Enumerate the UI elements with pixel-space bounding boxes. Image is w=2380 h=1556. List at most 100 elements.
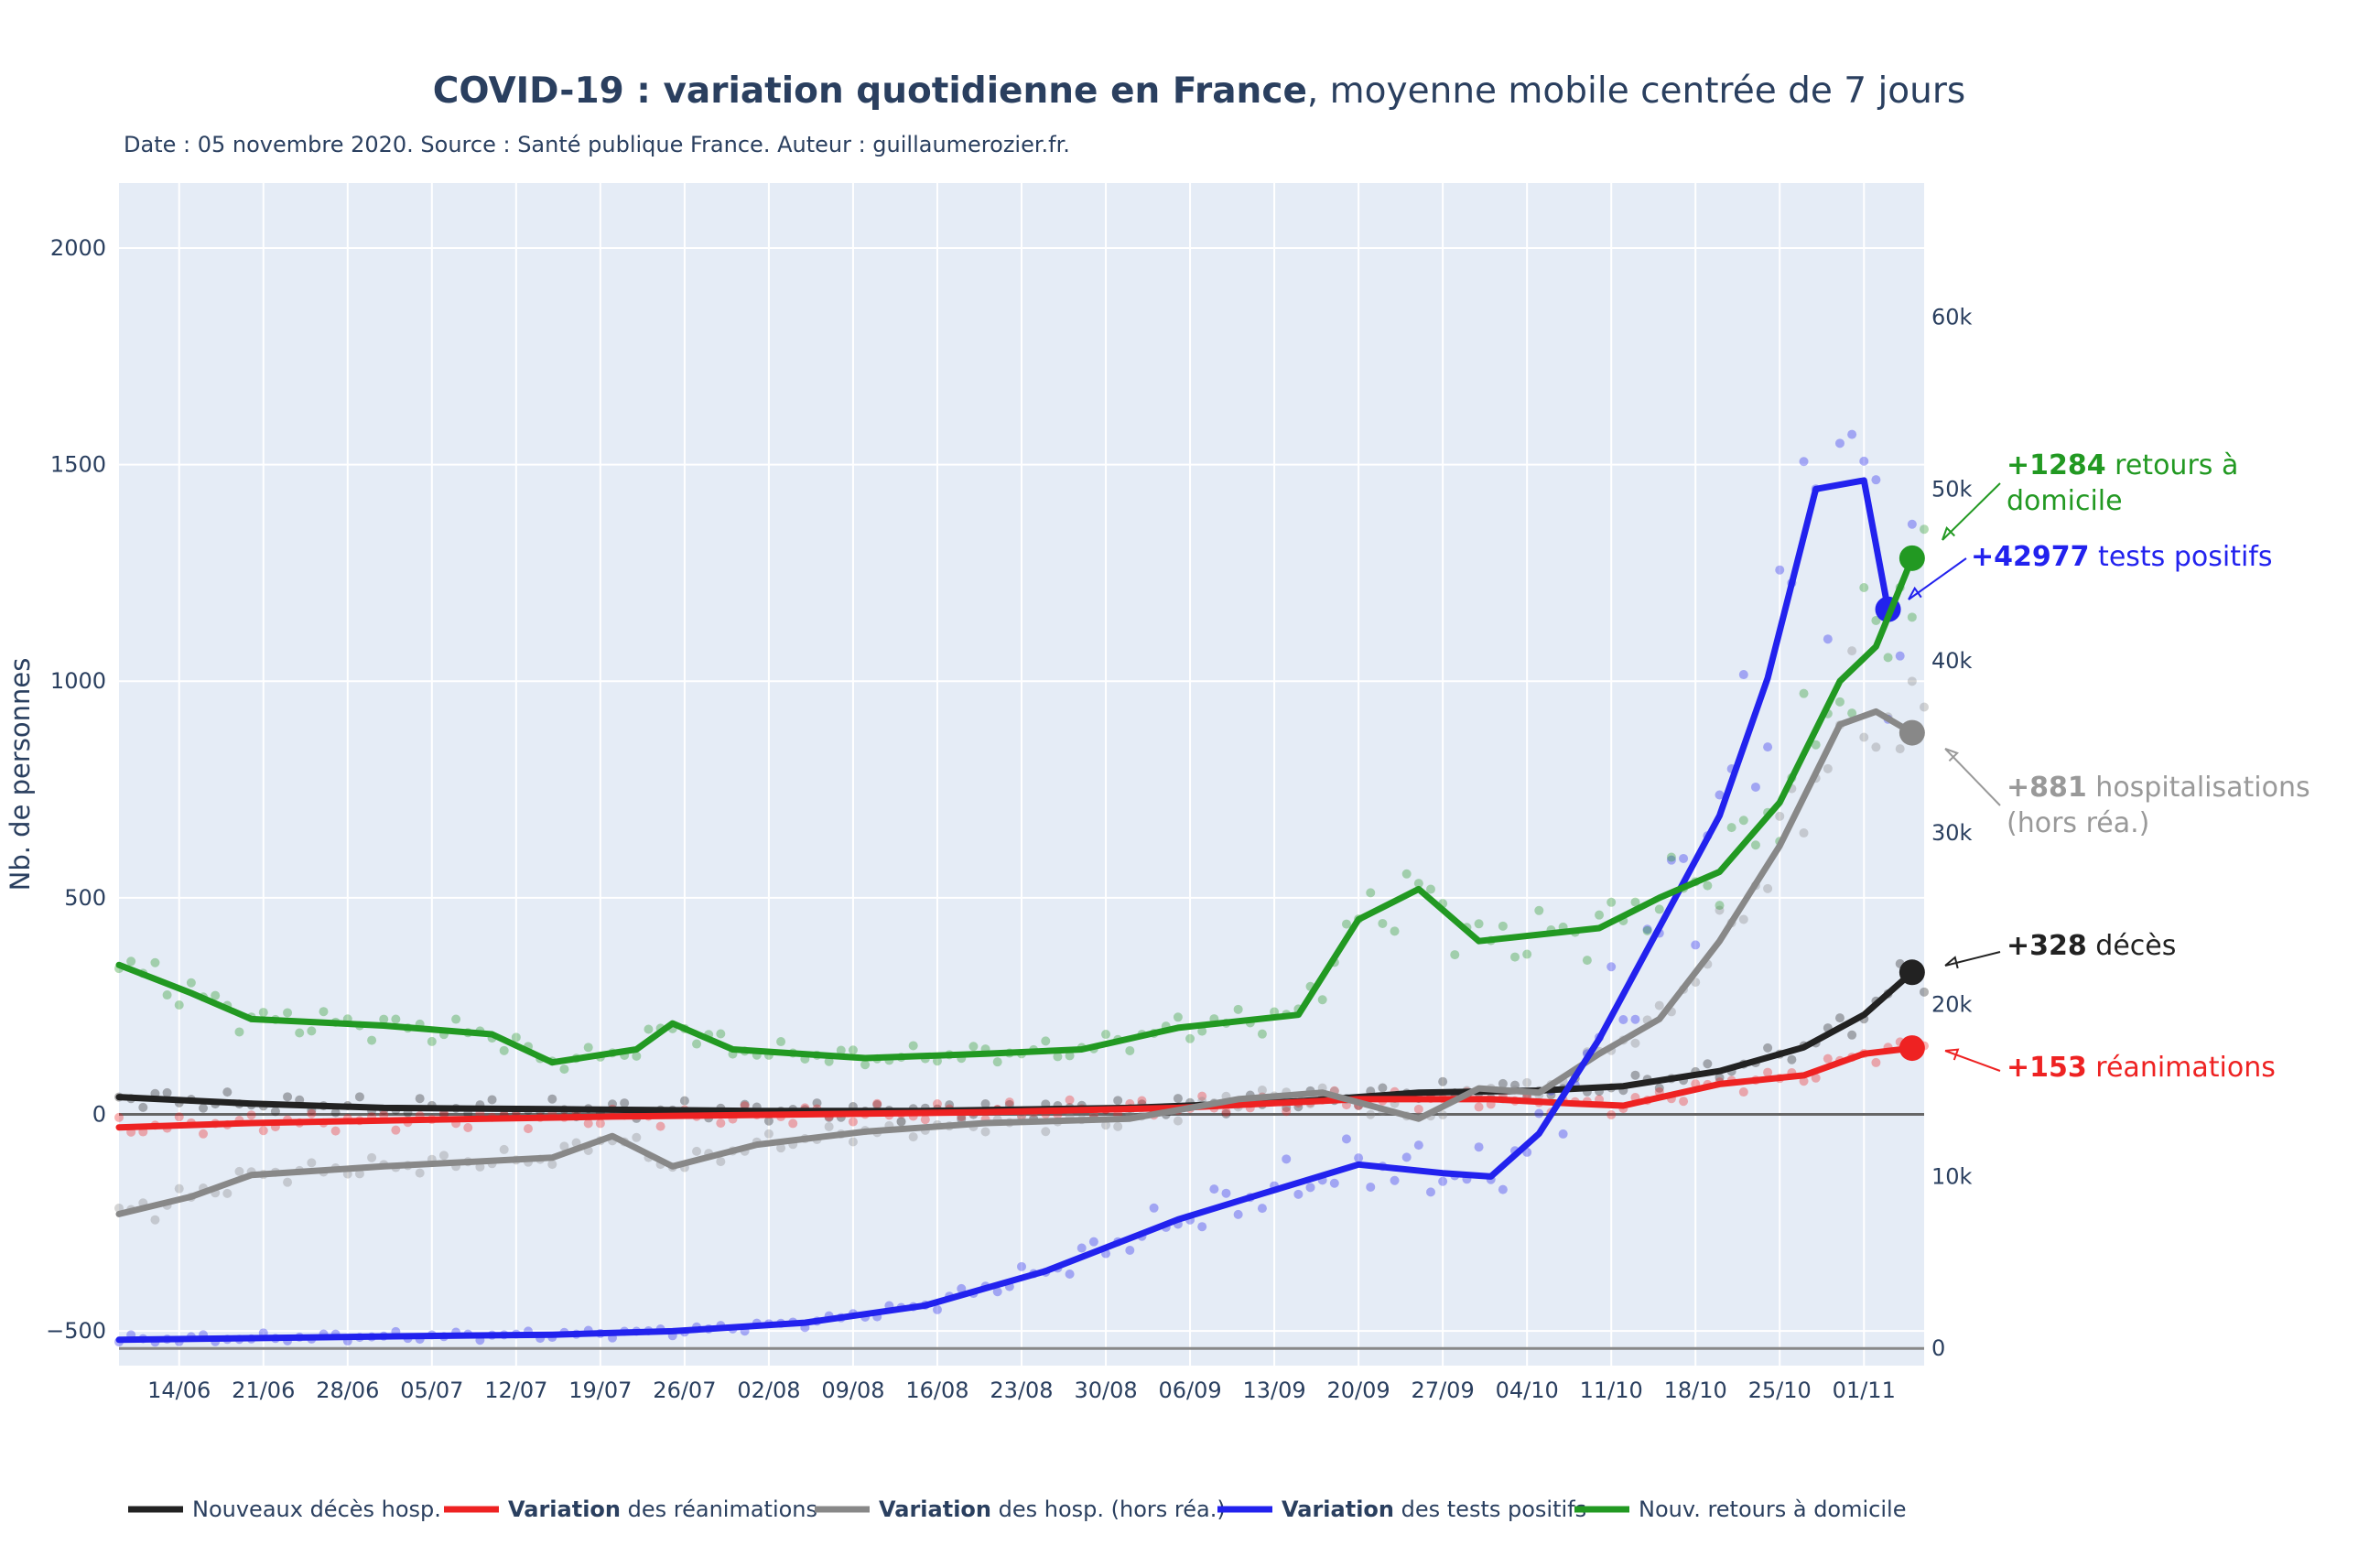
annotation-label: retours à: [2106, 449, 2239, 481]
legend[interactable]: Nouveaux décès hosp. Variation des réanim…: [128, 1497, 1906, 1522]
x-tick-label: 14/06: [147, 1378, 211, 1403]
data-point: [1703, 881, 1713, 891]
data-point: [1065, 1095, 1075, 1105]
data-point: [1257, 1085, 1267, 1095]
data-point: [1606, 1109, 1617, 1119]
data-point: [283, 1092, 293, 1102]
y-right-tick-label: 60k: [1931, 304, 1973, 330]
annotation-value: +1284: [2007, 449, 2106, 481]
data-point: [1438, 1076, 1448, 1086]
data-point: [295, 1028, 305, 1038]
legend-label: Nouveaux décès hosp.: [192, 1497, 441, 1522]
data-point: [776, 1143, 786, 1153]
data-point: [1053, 1052, 1063, 1062]
data-point: [1871, 742, 1881, 752]
annotation-label: décès: [2087, 930, 2177, 962]
data-point: [234, 1166, 244, 1176]
data-point: [427, 1036, 437, 1046]
data-point: [1101, 1030, 1111, 1040]
annotation-arrowhead: [1944, 1048, 1960, 1061]
x-tick-label: 13/09: [1242, 1378, 1305, 1403]
data-point: [162, 990, 172, 1000]
data-point: [1474, 1142, 1484, 1152]
data-point: [763, 1129, 774, 1139]
data-point: [1366, 888, 1376, 898]
data-point: [692, 1039, 702, 1049]
data-point: [1113, 1096, 1123, 1106]
data-point: [848, 1045, 858, 1055]
data-point: [174, 1112, 184, 1122]
data-point: [330, 1108, 341, 1118]
data-point: [307, 1158, 317, 1168]
data-point: [1425, 1187, 1435, 1197]
data-point: [391, 1014, 401, 1024]
data-point: [1329, 1178, 1339, 1188]
data-point: [788, 1118, 798, 1129]
data-point: [1920, 987, 1929, 997]
data-point: [1666, 852, 1676, 862]
legend-label-bold: Variation: [508, 1497, 621, 1522]
data-point: [872, 1098, 882, 1108]
data-point: [776, 1037, 786, 1047]
data-point: [1197, 1091, 1207, 1101]
data-point: [1738, 670, 1748, 680]
data-point: [583, 1043, 593, 1053]
data-point: [1871, 475, 1881, 485]
x-tick-label: 20/09: [1327, 1378, 1390, 1403]
annotation-arrowhead: [1944, 956, 1959, 969]
data-point: [1233, 1004, 1243, 1014]
data-point: [908, 1132, 918, 1142]
data-point: [1017, 1261, 1026, 1271]
data-point: [1341, 919, 1351, 929]
data-point: [1799, 1076, 1809, 1086]
grid: [119, 183, 1924, 1366]
data-point: [283, 1177, 293, 1187]
data-point: [1834, 1013, 1844, 1023]
data-point: [547, 1160, 557, 1170]
data-point: [836, 1045, 846, 1055]
series-end-marker: [1899, 1035, 1925, 1062]
data-point: [138, 1102, 148, 1112]
annotation-label: hospitalisations: [2087, 772, 2310, 804]
data-point: [980, 1127, 990, 1137]
data-point: [1149, 1203, 1159, 1213]
data-point: [234, 1027, 244, 1037]
x-tick-label: 06/09: [1158, 1378, 1221, 1403]
data-point: [1799, 828, 1809, 838]
annotation-label: tests positifs: [2090, 541, 2273, 573]
y-left-tick-label: −500: [46, 1318, 106, 1344]
y-axis-right: 0 10k 20k 30k 40k 50k 60k: [1931, 304, 1973, 1361]
x-tick-label: 25/10: [1748, 1378, 1812, 1403]
data-point: [692, 1146, 702, 1156]
data-point: [824, 1121, 834, 1131]
annotation-arrow: [1944, 1050, 2001, 1072]
x-tick-label: 05/07: [400, 1378, 463, 1403]
data-point: [1173, 1012, 1183, 1022]
data-point: [1883, 653, 1893, 663]
data-point: [162, 1087, 172, 1097]
data-point: [1197, 1222, 1207, 1232]
data-point: [1185, 1033, 1195, 1043]
data-point: [1474, 1102, 1484, 1112]
data-point: [1738, 914, 1748, 924]
data-point: [716, 1118, 726, 1129]
data-point: [547, 1094, 557, 1104]
data-point: [1378, 918, 1388, 928]
data-point: [499, 1045, 509, 1055]
data-point: [174, 1183, 184, 1194]
annotation-arrow: [1944, 951, 2001, 967]
annotation-text: +1284 retours à: [2007, 449, 2238, 481]
data-point: [1534, 1108, 1544, 1118]
data-point: [222, 1188, 233, 1198]
data-point: [1137, 1096, 1147, 1106]
data-point: [1257, 1029, 1267, 1039]
data-point: [872, 1100, 882, 1110]
data-point: [608, 1099, 618, 1109]
data-point: [1065, 1051, 1075, 1061]
data-point: [511, 1032, 521, 1043]
data-point: [1895, 651, 1905, 661]
data-point: [1859, 582, 1869, 592]
data-point: [957, 1114, 967, 1124]
series-line: [115, 477, 1892, 1344]
